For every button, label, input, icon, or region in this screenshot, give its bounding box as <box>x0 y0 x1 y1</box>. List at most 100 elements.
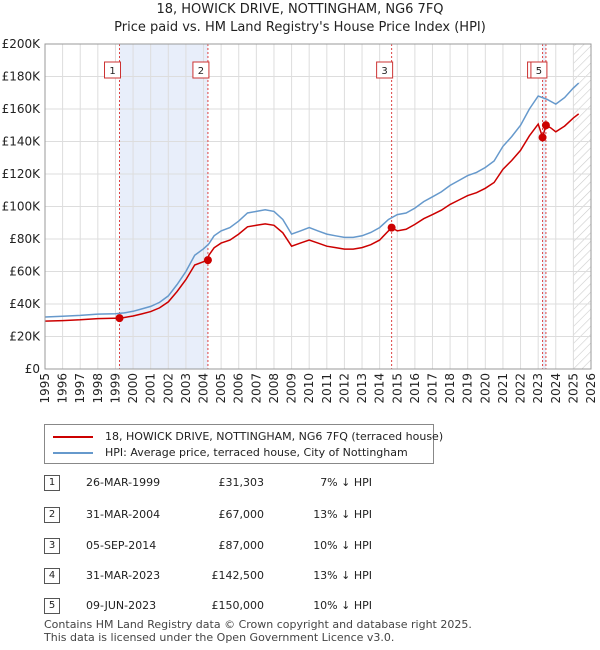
x-tick-label: 1996 <box>56 373 70 404</box>
sale-point <box>541 121 550 130</box>
legend-label-price: 18, HOWICK DRIVE, NOTTINGHAM, NG6 7FQ (t… <box>105 430 444 443</box>
y-tick-label: £60K <box>9 265 41 279</box>
sale-label-number: 3 <box>381 66 387 77</box>
transaction-number: 1 <box>44 475 60 491</box>
table-row: 2 31-MAR-2004 £67,000 13% ↓ HPI <box>44 505 444 525</box>
y-tick-label: £20K <box>9 330 41 344</box>
y-tick-label: £160K <box>2 102 42 116</box>
x-tick-label: 2020 <box>478 373 492 404</box>
x-tick-label: 2013 <box>355 373 369 404</box>
chart-subtitle: Price paid vs. HM Land Registry's House … <box>114 20 486 35</box>
price-series-line <box>45 113 580 322</box>
chart-legend: 18, HOWICK DRIVE, NOTTINGHAM, NG6 7FQ (t… <box>44 424 443 464</box>
transaction-hpi: 13% ↓ HPI <box>313 569 372 582</box>
x-tick-label: 2005 <box>214 373 228 404</box>
legend-swatch-hpi <box>53 452 93 454</box>
sale-label-box: 1 <box>104 61 122 79</box>
transaction-date: 09-JUN-2023 <box>86 599 157 612</box>
sale-label-frame <box>376 61 394 79</box>
legend-label-hpi: HPI: Average price, terraced house, City… <box>105 446 408 459</box>
legend-swatch-price <box>53 436 93 438</box>
x-tick-label: 2003 <box>179 373 193 404</box>
y-tick-label: £140K <box>2 135 42 149</box>
x-tick-label: 2023 <box>531 373 545 404</box>
x-tick-label: 1995 <box>38 373 52 404</box>
x-tick-label: 2007 <box>249 373 263 404</box>
x-tick-label: 2016 <box>408 373 422 404</box>
x-tick-label: 2010 <box>302 373 316 404</box>
x-tick-label: 2001 <box>144 373 158 404</box>
x-tick-label: 2012 <box>337 373 351 404</box>
y-tick-label: £200K <box>2 37 42 51</box>
y-tick-label: £180K <box>2 70 42 84</box>
x-tick-label: 1999 <box>108 373 122 404</box>
transaction-date: 26-MAR-1999 <box>86 476 161 489</box>
sale-label-number: 2 <box>198 66 204 77</box>
x-tick-label: 2017 <box>425 373 439 404</box>
x-tick-label: 2019 <box>461 373 475 404</box>
x-tick-label: 2015 <box>390 373 404 404</box>
table-row: 1 26-MAR-1999 £31,303 7% ↓ HPI <box>44 473 444 493</box>
x-tick-label: 2000 <box>126 373 140 404</box>
footer-licence: This data is licensed under the Open Gov… <box>44 631 395 644</box>
x-tick-label: 2011 <box>320 373 334 404</box>
transaction-hpi: 10% ↓ HPI <box>313 599 372 612</box>
transaction-hpi: 10% ↓ HPI <box>313 539 372 552</box>
sale-label-number: 5 <box>536 66 542 77</box>
transaction-number: 5 <box>44 598 60 614</box>
price-chart: 12345£0£20K£40K£60K£80K£100K£120K£140K£1… <box>2 37 598 404</box>
y-tick-label: £40K <box>9 297 41 311</box>
sale-point <box>538 133 547 142</box>
sale-point <box>115 314 124 323</box>
sale-label-frame <box>192 61 210 79</box>
x-tick-label: 2025 <box>566 373 580 404</box>
transaction-number: 2 <box>44 507 60 523</box>
footer-copyright: Contains HM Land Registry data © Crown c… <box>44 618 472 631</box>
sale-label-frame <box>530 61 548 79</box>
table-row: 4 31-MAR-2023 £142,500 13% ↓ HPI <box>44 566 444 586</box>
x-tick-label: 2022 <box>514 373 528 404</box>
transaction-number: 3 <box>44 538 60 554</box>
sale-point <box>203 256 212 265</box>
transaction-date: 31-MAR-2023 <box>86 569 161 582</box>
sale-label-box: 3 <box>376 61 394 79</box>
y-tick-label: £120K <box>2 167 42 181</box>
transaction-price: £31,303 <box>218 476 265 489</box>
x-tick-label: 2026 <box>584 373 598 404</box>
chart-title: 18, HOWICK DRIVE, NOTTINGHAM, NG6 7FQ <box>156 2 444 17</box>
transaction-price: £67,000 <box>218 508 265 521</box>
transaction-hpi: 13% ↓ HPI <box>313 508 372 521</box>
transaction-price: £142,500 <box>211 569 265 582</box>
x-tick-label: 2014 <box>373 373 387 404</box>
transaction-price: £87,000 <box>218 539 265 552</box>
x-tick-label: 2008 <box>267 373 281 404</box>
sale-label-number: 1 <box>109 66 115 77</box>
sale-point <box>387 223 396 232</box>
legend-item-hpi: HPI: Average price, terraced house, City… <box>53 446 408 459</box>
x-tick-label: 2004 <box>197 373 211 404</box>
x-tick-label: 1998 <box>91 373 105 404</box>
sale-label-box: 5 <box>530 61 548 79</box>
sale-label-frame <box>104 61 122 79</box>
legend-item-price: 18, HOWICK DRIVE, NOTTINGHAM, NG6 7FQ (t… <box>53 430 443 443</box>
x-tick-label: 2009 <box>285 373 299 404</box>
sale-label-box: 2 <box>192 61 210 79</box>
x-tick-label: 2006 <box>232 373 246 404</box>
x-tick-label: 2021 <box>496 373 510 404</box>
x-tick-label: 2002 <box>161 373 175 404</box>
hpi-series-line <box>45 82 580 318</box>
table-row: 5 09-JUN-2023 £150,000 10% ↓ HPI <box>44 596 444 616</box>
transaction-date: 05-SEP-2014 <box>86 539 157 552</box>
transaction-date: 31-MAR-2004 <box>86 508 161 521</box>
x-tick-label: 2024 <box>549 373 563 404</box>
y-tick-label: £0 <box>25 362 40 376</box>
transaction-hpi: 7% ↓ HPI <box>320 476 372 489</box>
transaction-price: £150,000 <box>211 599 265 612</box>
transaction-number: 4 <box>44 568 60 584</box>
y-tick-label: £100K <box>2 200 42 214</box>
y-tick-label: £80K <box>9 232 41 246</box>
x-tick-label: 1997 <box>73 373 87 404</box>
table-row: 3 05-SEP-2014 £87,000 10% ↓ HPI <box>44 536 444 556</box>
x-tick-label: 2018 <box>443 373 457 404</box>
plot-frame <box>44 43 592 370</box>
